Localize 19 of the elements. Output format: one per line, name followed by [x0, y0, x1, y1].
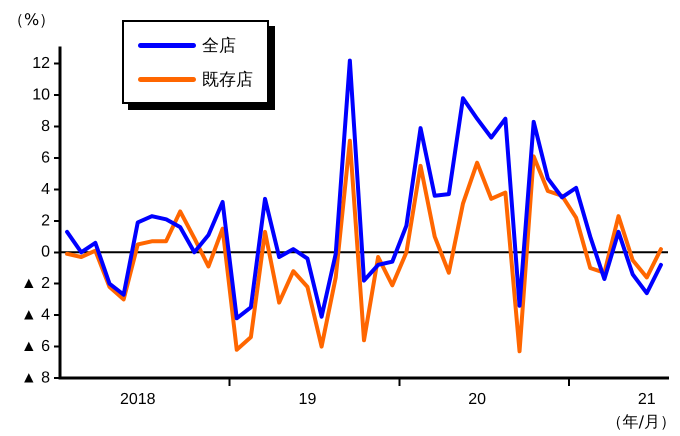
y-tick-label: 12	[32, 55, 50, 72]
y-tick-label: 2	[41, 212, 50, 230]
y-tick-label: 8	[41, 118, 50, 135]
x-tick-label: 2018	[120, 391, 156, 408]
y-tick-label: 0	[41, 244, 50, 261]
legend-label: 全店	[202, 34, 236, 56]
y-tick-label: 6	[41, 149, 50, 166]
x-axis-title: （年/月）	[606, 412, 676, 433]
y-tick-label: 10	[32, 86, 50, 104]
legend-label: 既存店	[202, 68, 253, 90]
x-tick-label: 21	[638, 391, 656, 408]
x-tick-label: 20	[468, 391, 486, 408]
y-axis-title: （%）	[8, 10, 56, 31]
y-tick-label: 4	[41, 180, 50, 198]
y-tick-label: ▲ 2	[20, 275, 50, 292]
y-tick-label: ▲ 8	[20, 369, 50, 386]
y-tick-label: ▲ 4	[20, 306, 50, 324]
x-tick-label: 19	[298, 391, 316, 408]
y-tick-label: ▲ 6	[20, 338, 50, 355]
